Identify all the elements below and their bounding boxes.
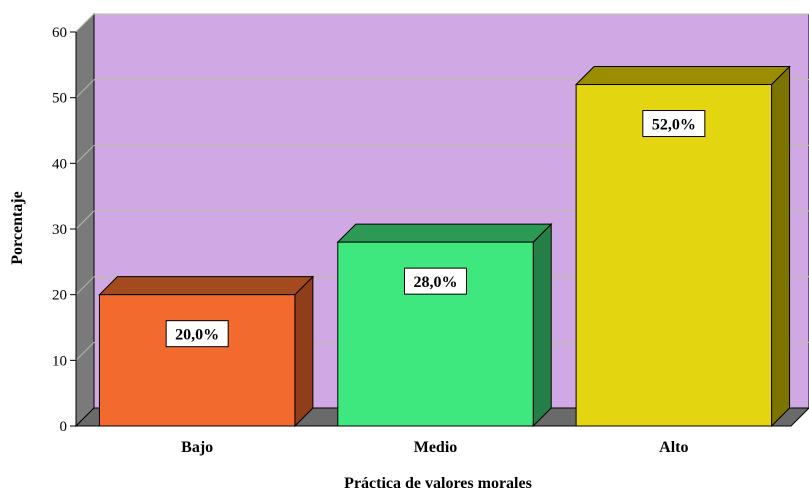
y-tick-label: 10 [52, 353, 67, 369]
bar-front-face [98, 294, 296, 427]
data-labels: 20,0% 28,0% 52,0% [165, 110, 706, 348]
data-label: 52,0% [642, 110, 706, 138]
data-label-text: 28,0% [414, 274, 458, 291]
y-tick-label: 50 [52, 91, 67, 107]
bar-side-face [771, 65, 791, 428]
bar-top-face [336, 223, 553, 243]
bar-side-face [532, 222, 552, 428]
y-axis-title: Porcentaje [9, 191, 26, 264]
y-axis-ticks: 0 10 20 30 40 50 60 [52, 25, 77, 435]
x-tick-label: Bajo [181, 439, 213, 456]
x-tick-label: Medio [414, 439, 458, 456]
bar-alto [574, 65, 791, 428]
gridline-side [75, 210, 95, 230]
data-label-box [642, 110, 706, 138]
x-axis-title: Práctica de valores morales [344, 475, 532, 492]
y-tick-label: 30 [52, 222, 67, 238]
bar-bajo [98, 275, 315, 428]
bar-top-face [574, 66, 791, 86]
data-label-text: 52,0% [652, 117, 696, 134]
data-label-box [165, 320, 229, 348]
y-tick-label: 0 [60, 419, 68, 435]
gridline-side [75, 13, 95, 33]
y-tick-label: 60 [52, 25, 67, 41]
data-label-box [404, 267, 467, 295]
x-tick-label: Alto [659, 439, 688, 456]
gridline-side [75, 276, 95, 296]
bar-medio [336, 222, 553, 428]
gridline-side [75, 341, 95, 361]
data-label-text: 20,0% [175, 327, 219, 344]
y-tick-label: 40 [52, 156, 67, 172]
bar-side-face [294, 275, 314, 428]
data-label: 20,0% [165, 320, 229, 348]
bar-front-face [575, 84, 773, 427]
x-axis-tick-labels: Bajo Medio Alto [181, 439, 688, 456]
data-label: 28,0% [404, 267, 467, 295]
gridline-side [75, 144, 95, 164]
gridline-side [75, 79, 95, 99]
bar-top-face [98, 276, 315, 296]
y-tick-label: 20 [52, 288, 67, 304]
